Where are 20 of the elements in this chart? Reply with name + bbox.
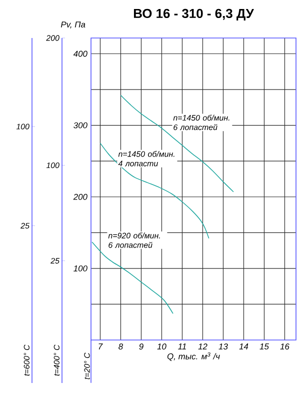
y-tick-label: 300 bbox=[74, 122, 88, 128]
y-tick-label: 200 bbox=[73, 194, 88, 200]
y-axis-title: Pv, Па bbox=[60, 22, 86, 28]
chart-title: ВО 16 - 310 - 6,3 ДУ bbox=[134, 8, 254, 20]
line-series bbox=[120, 94, 234, 192]
x-tick-label: 8 bbox=[118, 344, 124, 350]
line-series bbox=[100, 142, 210, 239]
x-tick-label: 11 bbox=[178, 344, 186, 350]
x-tick-label: 13 bbox=[218, 344, 228, 350]
y-tick-label: 100 bbox=[74, 265, 88, 272]
x-tick-label: 16 bbox=[280, 344, 290, 350]
line-series bbox=[92, 242, 174, 314]
x-tick-label: 9 bbox=[139, 344, 144, 350]
x-tick-label: 10 bbox=[157, 344, 166, 350]
x-tick-label: 12 bbox=[198, 344, 208, 350]
x-tick-label: 15 bbox=[260, 344, 269, 350]
x-axis-title: Q, тыс. м$^{3}$ /ч bbox=[167, 352, 220, 361]
y-tick-label: 400 bbox=[73, 50, 88, 57]
x-tick-label: 7 bbox=[98, 344, 103, 350]
x-tick-label: 14 bbox=[239, 344, 248, 350]
